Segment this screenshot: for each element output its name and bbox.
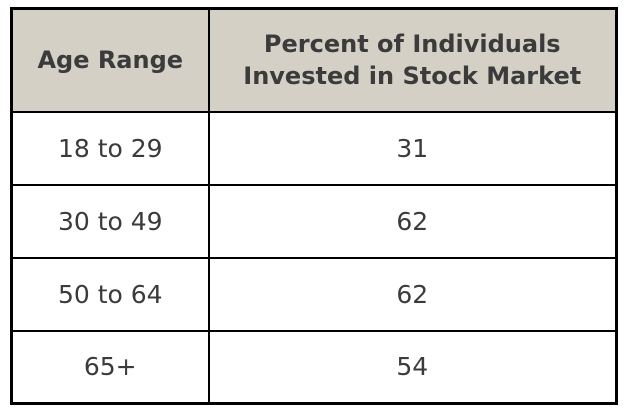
- percent-cell: 54: [207, 329, 618, 405]
- age-range-cell: 18 to 29: [10, 110, 210, 186]
- age-range-cell: 50 to 64: [10, 256, 210, 332]
- header-cell-age-range: Age Range: [10, 7, 210, 113]
- percent-cell: 62: [207, 183, 618, 259]
- percent-cell: 31: [207, 110, 618, 186]
- table-header-row: Age Range Percent of Individuals Investe…: [10, 7, 618, 113]
- percent-cell: 62: [207, 256, 618, 332]
- header-cell-percent-invested: Percent of Individuals Invested in Stock…: [207, 7, 618, 113]
- header-percent-line1: Percent of Individuals: [263, 29, 561, 58]
- header-age-range-label: Age Range: [37, 46, 184, 75]
- age-investment-table: Age Range Percent of Individuals Investe…: [10, 7, 618, 405]
- age-range-cell: 65+: [10, 329, 210, 405]
- header-percent-line2: Invested in Stock Market: [243, 62, 582, 91]
- table-row: 18 to 29 31: [10, 110, 618, 186]
- age-range-cell: 30 to 49: [10, 183, 210, 259]
- table-row: 65+ 54: [10, 329, 618, 405]
- table-row: 30 to 49 62: [10, 183, 618, 259]
- table-row: 50 to 64 62: [10, 256, 618, 332]
